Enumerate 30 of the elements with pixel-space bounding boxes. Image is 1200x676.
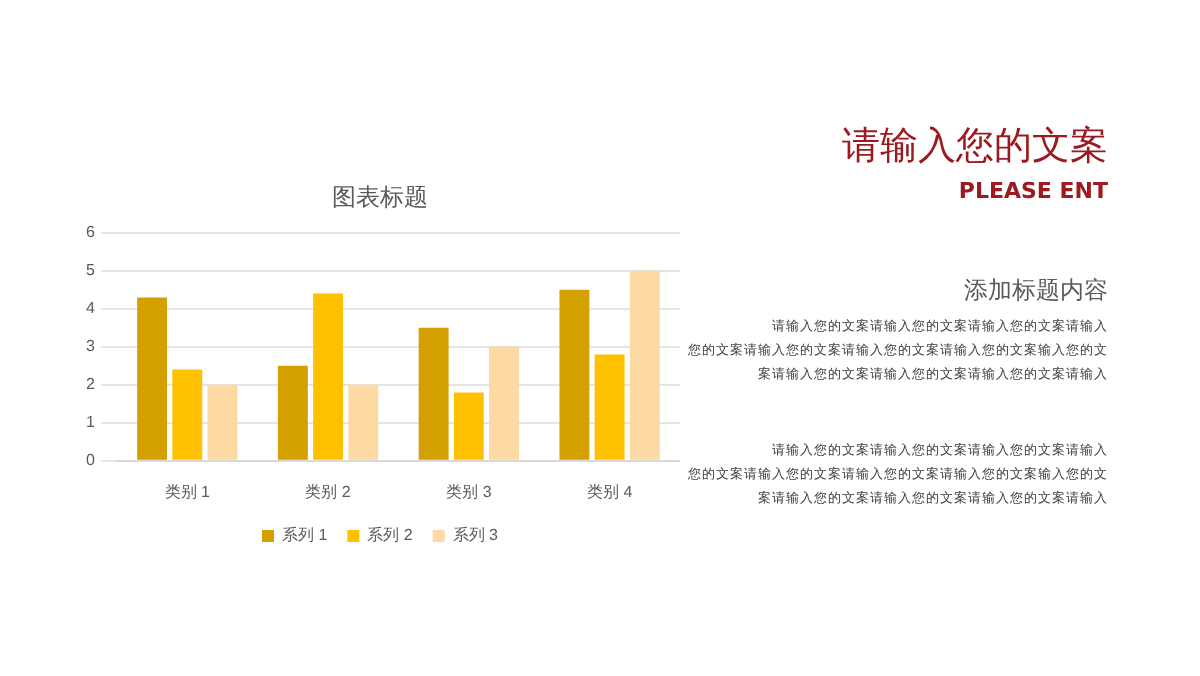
legend-label: 系列 2 bbox=[367, 526, 414, 545]
x-tick-label: 类别 3 bbox=[446, 482, 493, 501]
bar bbox=[137, 297, 168, 460]
text: 请输入您的文案 bbox=[842, 122, 1108, 172]
bar bbox=[277, 365, 308, 460]
y-tick-label: 3 bbox=[85, 337, 96, 356]
bar bbox=[348, 384, 379, 460]
y-tick-label: 5 bbox=[85, 261, 96, 280]
y-tick-label: 6 bbox=[85, 223, 96, 242]
bar bbox=[313, 293, 344, 460]
bar bbox=[453, 392, 484, 460]
y-tick-label: 2 bbox=[85, 375, 96, 394]
x-tick-label: 类别 1 bbox=[164, 482, 212, 501]
bar bbox=[594, 354, 625, 460]
legend-label: 系列 1 bbox=[281, 526, 329, 545]
y-tick-label: 0 bbox=[85, 451, 96, 470]
bar bbox=[172, 369, 203, 460]
bar bbox=[418, 327, 449, 460]
y-tick-label: 1 bbox=[85, 413, 96, 432]
legend-label: 系列 3 bbox=[452, 526, 500, 545]
bar bbox=[559, 289, 590, 460]
text: PLEASE ENT bbox=[958, 178, 1108, 204]
chart-title: 图表标题 bbox=[332, 182, 428, 211]
bar bbox=[489, 346, 519, 460]
text: 添加标题内容 bbox=[964, 274, 1108, 308]
x-tick-label: 类别 2 bbox=[305, 482, 352, 501]
bar bbox=[207, 384, 238, 460]
bar bbox=[629, 270, 660, 460]
y-tick-label: 4 bbox=[85, 299, 96, 318]
x-tick-label: 类别 4 bbox=[586, 482, 634, 501]
